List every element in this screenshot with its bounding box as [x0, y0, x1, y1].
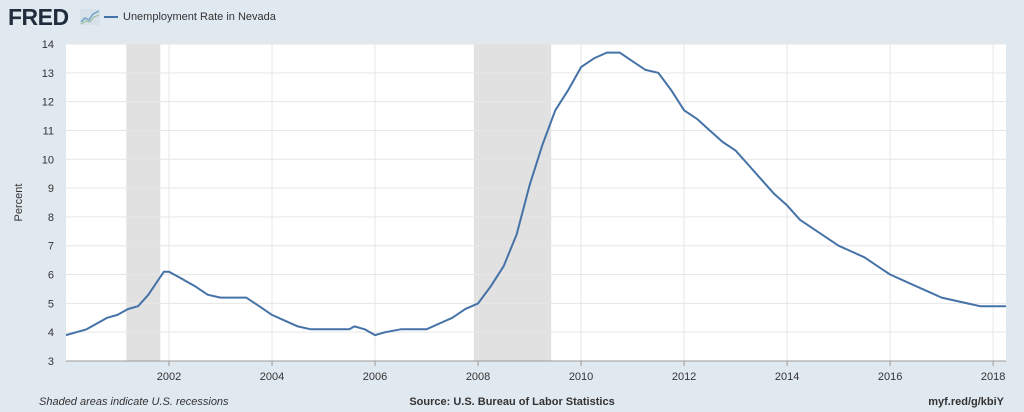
y-tick-label: 3 [48, 356, 54, 368]
x-tick-label: 2016 [878, 371, 902, 383]
x-tick-label: 2014 [775, 371, 799, 383]
y-tick-label: 8 [48, 212, 54, 224]
series-line-0[interactable] [65, 51, 1006, 337]
x-tick-label: 2002 [157, 371, 181, 383]
source-note: Source: U.S. Bureau of Labor Statistics [409, 396, 615, 408]
x-tick-label: 2012 [672, 371, 696, 383]
recession-note: Shaded areas indicate U.S. recessions [39, 396, 229, 408]
y-tick-label: 14 [42, 39, 54, 51]
y-tick-label: 13 [42, 68, 54, 80]
y-tick-label: 9 [48, 183, 54, 195]
legend-label: Unemployment Rate in Nevada [123, 11, 276, 23]
legend[interactable]: Unemployment Rate in Nevada [104, 11, 276, 23]
x-tick-label: 2006 [363, 371, 387, 383]
x-tick-label: 2004 [260, 371, 284, 383]
y-tick-label: 6 [48, 270, 54, 282]
y-tick-label: 4 [48, 327, 54, 339]
fred-logo[interactable]: FRED [8, 4, 69, 30]
y-tick-label: 12 [42, 97, 54, 109]
y-tick-label: 11 [43, 125, 54, 137]
recession-band-0 [126, 44, 161, 361]
x-tick-label: 2018 [981, 371, 1005, 383]
chart-spark-icon [80, 9, 100, 25]
x-tick-label: 2010 [569, 371, 593, 383]
y-tick-label: 5 [48, 298, 54, 310]
y-tick-label: 10 [42, 154, 54, 166]
y-axis-title: Percent [13, 184, 25, 222]
series-layer [65, 51, 1006, 337]
short-link[interactable]: myf.red/g/kbiY [928, 396, 1004, 408]
x-axis-ticks: 2002 2004 2006 2008 2010 2012 2014 2016 2018 [66, 360, 1006, 383]
chart-header: FRED Unemployment Rate in Nevada [0, 0, 1024, 36]
y-tick-label: 7 [48, 241, 54, 253]
recession-band-1 [473, 44, 552, 361]
y-axis-ticks: 3 4 5 6 7 8 9 10 11 12 13 14 [42, 39, 54, 368]
x-tick-label: 2008 [466, 371, 490, 383]
chart-footer: Shaded areas indicate U.S. recessions So… [0, 394, 1024, 412]
legend-swatch [104, 16, 118, 18]
